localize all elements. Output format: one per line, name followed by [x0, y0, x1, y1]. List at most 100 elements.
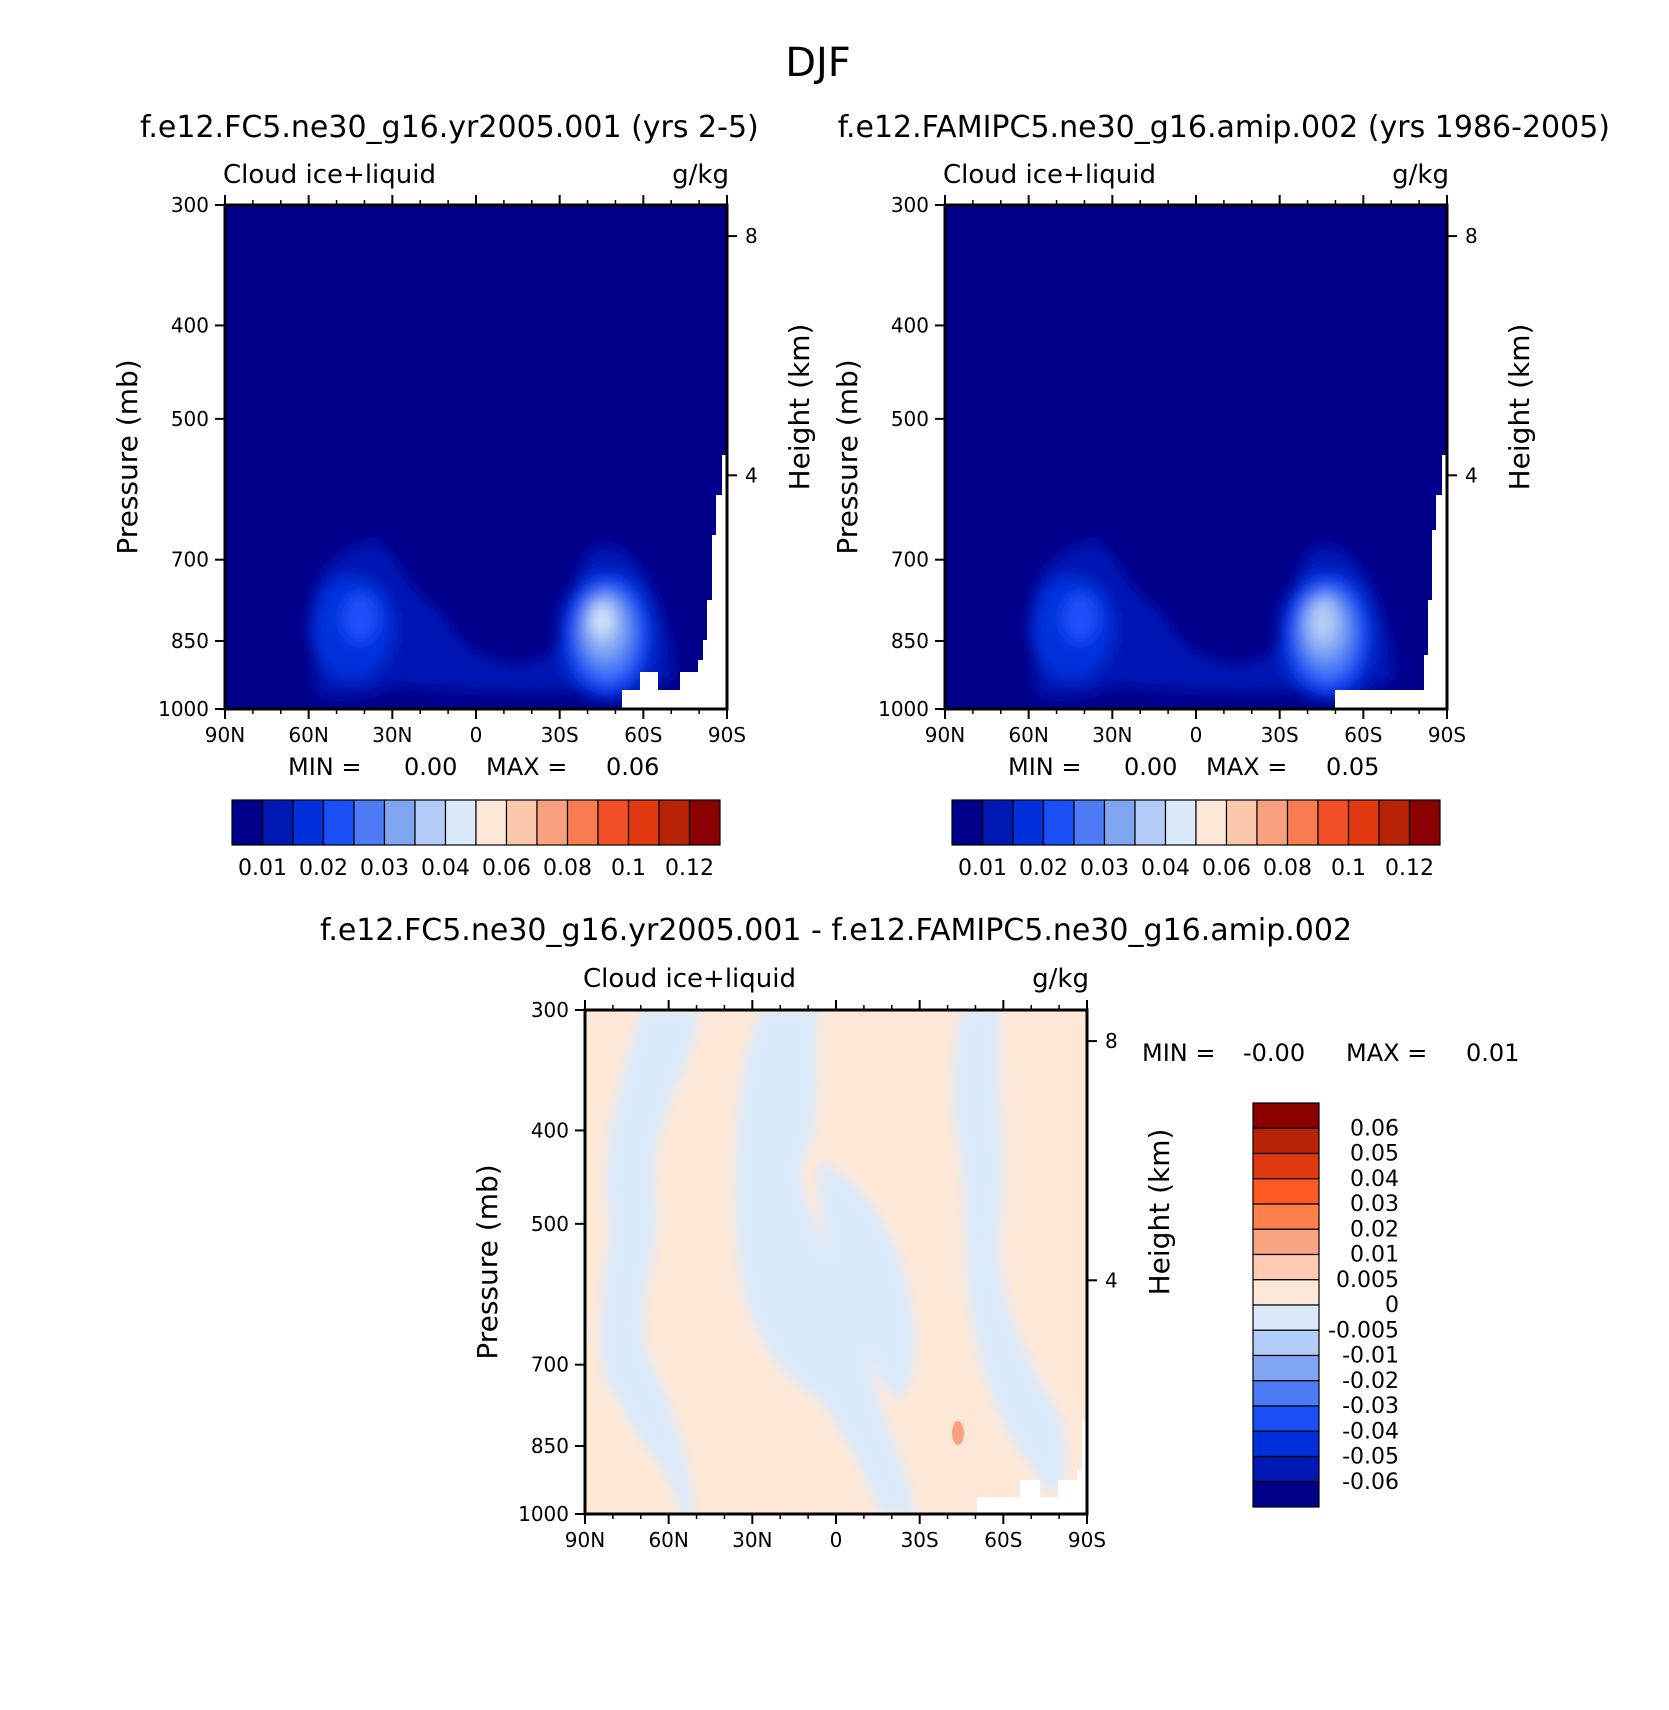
colorbar-swatch	[1195, 799, 1228, 846]
colorbar-obs: 0.01 0.02 0.03 0.04 0.06 0.08 0.1 0.12	[951, 799, 1441, 881]
colorbar-label: 0.06	[482, 856, 531, 881]
panel-diff-negative-region-3	[818, 1160, 916, 1400]
panel-obs-max-label: MAX =	[1206, 753, 1287, 781]
panel-diff-topography	[977, 1420, 1087, 1514]
panel-model-variable-label: Cloud ice+liquid	[223, 160, 436, 190]
latitude-tick-label: 90S	[1068, 1528, 1106, 1552]
pressure-tick-label: 1000	[518, 1502, 569, 1526]
pressure-axis-title: Pressure (mb)	[111, 359, 144, 554]
panel-diff-min-value: -0.00	[1243, 1039, 1305, 1067]
colorbar-swatch	[597, 799, 630, 846]
latitude-tick-label: 60S	[624, 723, 662, 747]
panel-diff-max-value: 0.01	[1466, 1039, 1519, 1067]
colorbar-swatch	[981, 799, 1014, 846]
pressure-tick-label: 400	[531, 1118, 569, 1142]
latitude-tick-label: 30N	[1092, 723, 1132, 747]
panel-model-max-value: 0.06	[606, 753, 659, 781]
colorbar-swatch	[1012, 799, 1045, 846]
panel-obs: f.e12.FAMIPC5.ne30_g16.amip.002 (yrs 198…	[838, 110, 1610, 711]
figure-title: DJF	[785, 40, 851, 86]
latitude-tick-label: 0	[470, 723, 483, 747]
latitude-tick-label: 60N	[648, 1528, 688, 1552]
latitude-tick-label: 60S	[1344, 723, 1382, 747]
pressure-axis-title: Pressure (mb)	[471, 1164, 504, 1359]
latitude-tick-label: 60N	[288, 723, 328, 747]
colorbar-swatch	[1042, 799, 1075, 846]
colorbar-swatch	[1378, 799, 1411, 846]
colorbar-swatch	[1252, 1152, 1320, 1180]
pressure-tick-label: 500	[531, 1212, 569, 1236]
colorbar-swatch	[475, 799, 508, 846]
colorbar-swatch	[1252, 1430, 1320, 1458]
pressure-tick-label: 850	[171, 629, 209, 653]
pressure-tick-label: 700	[171, 548, 209, 572]
panel-model-field	[225, 205, 727, 709]
colorbar-swatch	[1286, 799, 1319, 846]
height-axis-title: Height (km)	[1143, 1129, 1176, 1296]
colorbar-label: 0.12	[1385, 856, 1434, 881]
panel-model-min-label: MIN =	[288, 753, 361, 781]
latitude-tick-label: 60S	[984, 1528, 1022, 1552]
pressure-tick-label: 700	[891, 548, 929, 572]
colorbar-swatch	[1103, 799, 1136, 846]
colorbar-swatch	[1252, 1380, 1320, 1407]
colorbar-label: 0.005	[1336, 1268, 1399, 1293]
colorbar-model: 0.01 0.02 0.03 0.04 0.06 0.08 0.1 0.12	[231, 799, 721, 881]
latitude-tick-label: 90S	[1428, 723, 1466, 747]
height-tick-label: 8	[1105, 1029, 1118, 1053]
colorbar-swatch	[1408, 799, 1441, 846]
colorbar-swatch	[231, 799, 264, 846]
height-axis-title: Height (km)	[1503, 324, 1536, 491]
panel-diff-positive-spot	[952, 1421, 964, 1445]
height-axis-title: Height (km)	[783, 324, 816, 491]
pressure-axis-title: Pressure (mb)	[831, 359, 864, 554]
colorbar-swatch	[1164, 799, 1197, 846]
panel-obs-min-value: 0.00	[1124, 753, 1177, 781]
colorbar-label: 0.05	[1350, 1142, 1399, 1167]
colorbar-label: 0.12	[665, 856, 714, 881]
colorbar-swatch	[1252, 1354, 1320, 1382]
colorbar-label: 0.08	[543, 856, 592, 881]
latitude-tick-label: 90S	[708, 723, 746, 747]
latitude-tick-label: 30S	[901, 1528, 939, 1552]
colorbar-swatch	[1252, 1253, 1320, 1281]
panel-model-axes: 300 400 500 700 850 1000 8 4 90N 60N 30N 0 30S 60S 90S…	[111, 193, 816, 747]
colorbar-label: -0.06	[1342, 1470, 1399, 1495]
colorbar-label: 0.06	[1202, 856, 1251, 881]
colorbar-label: -0.005	[1328, 1318, 1399, 1343]
panel-obs-variable-label: Cloud ice+liquid	[943, 160, 1156, 190]
colorbar-layer: 0.01 0.02 0.03 0.04 0.06 0.08 0.1 0.12 0.01 0.02 0…	[231, 799, 1441, 1508]
latitude-tick-label: 30N	[732, 1528, 772, 1552]
panel-diff-negative-region-2	[734, 1010, 915, 1514]
panel-model-sh-cloud-l6	[594, 608, 610, 632]
colorbar-swatch	[1252, 1127, 1320, 1155]
latitude-tick-label: 30N	[372, 723, 412, 747]
colorbar-swatch	[1252, 1405, 1320, 1432]
panel-diff-field	[585, 1010, 1087, 1514]
panel-obs-sh-cloud-l5	[1309, 600, 1337, 644]
panel-diff-units-label: g/kg	[1032, 964, 1089, 994]
colorbar-label: -0.04	[1342, 1419, 1399, 1444]
colorbar-label: 0.02	[299, 856, 348, 881]
colorbar-swatch	[1073, 799, 1106, 846]
panel-diff-negative-region-1	[600, 1010, 700, 1514]
colorbar-label: 0	[1385, 1293, 1399, 1318]
height-tick-label: 8	[1465, 224, 1478, 248]
pressure-tick-label: 1000	[158, 697, 209, 721]
pressure-tick-label: 700	[531, 1353, 569, 1377]
colorbar-label: 0.1	[1331, 856, 1366, 881]
panel-diff-axes: 300 400 500 700 850 1000 8 4 90N 60N 30N 0 30S 60S 90S…	[471, 998, 1176, 1552]
panel-model-topography	[622, 455, 727, 709]
colorbar-label: -0.05	[1342, 1445, 1399, 1470]
latitude-tick-label: 90N	[205, 723, 245, 747]
panel-model-min-value: 0.00	[404, 753, 457, 781]
panel-obs-max-value: 0.05	[1326, 753, 1379, 781]
colorbar-label: 0.04	[421, 856, 470, 881]
colorbar-swatch	[1252, 1228, 1320, 1256]
colorbar-label: 0.01	[238, 856, 287, 881]
colorbar-swatch	[1252, 1102, 1320, 1129]
colorbar-label: 0.02	[1019, 856, 1068, 881]
panel-model: f.e12.FC5.ne30_g16.yr2005.001 (yrs 2-5) …	[140, 110, 759, 711]
colorbar-swatch	[1317, 799, 1350, 846]
